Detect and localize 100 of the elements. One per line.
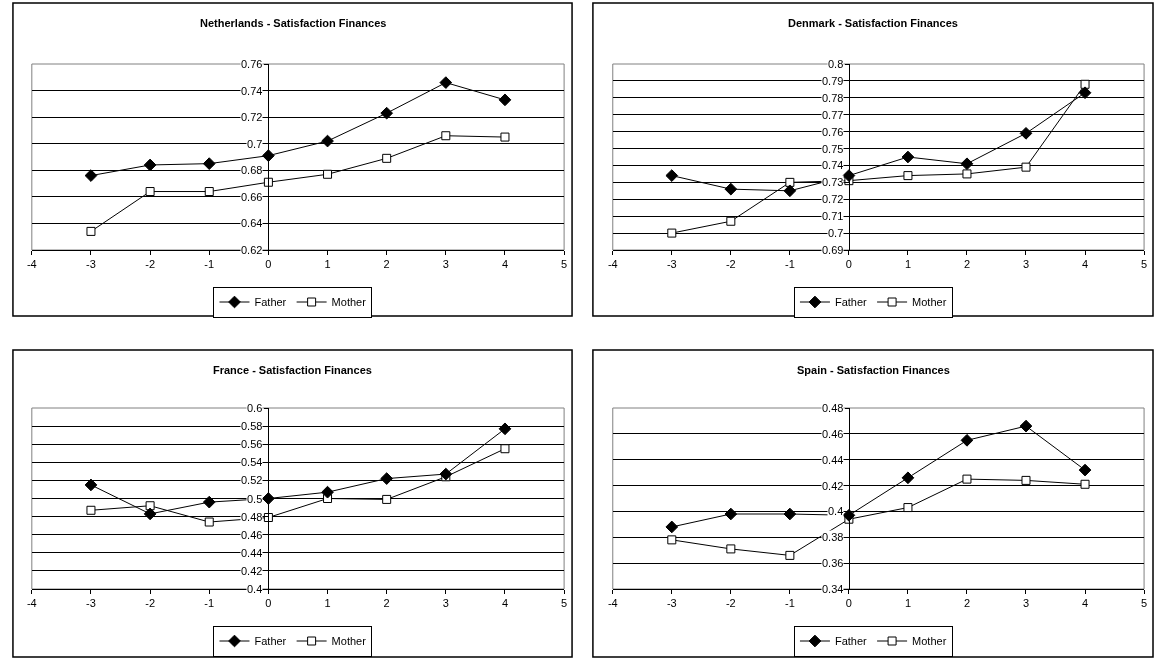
point xyxy=(1019,126,1033,140)
legend-label: Father xyxy=(254,296,287,309)
point xyxy=(901,471,915,485)
point xyxy=(667,535,677,545)
y-tick-label: 0.72 xyxy=(822,193,844,205)
y-tick-label: 0.58 xyxy=(241,420,263,432)
point xyxy=(960,157,974,171)
x-tick-label: 5 xyxy=(1141,597,1148,610)
y-tick-label: 0.76 xyxy=(822,126,844,138)
x-tick-label: -3 xyxy=(666,597,677,610)
point xyxy=(323,169,333,179)
point xyxy=(202,495,216,509)
x-tick-label: -2 xyxy=(145,597,155,610)
legend-label: Mother xyxy=(331,635,367,648)
x-tick-label: 2 xyxy=(383,258,390,271)
x-tick-label: 5 xyxy=(561,597,568,610)
x-tick-label: 4 xyxy=(1081,597,1089,610)
point xyxy=(1080,479,1090,489)
point xyxy=(145,187,155,197)
point xyxy=(84,478,98,492)
x-tick-label: 2 xyxy=(963,597,971,610)
y-tick-label: 0.48 xyxy=(822,402,844,414)
point xyxy=(382,494,392,504)
y-tick-label: 0.6 xyxy=(247,402,263,414)
x-tick-label: -2 xyxy=(725,597,736,610)
point xyxy=(204,187,214,197)
y-tick-label: 0.4 xyxy=(828,505,844,517)
x-tick-label: 0 xyxy=(845,597,852,610)
x-tick-label: -1 xyxy=(204,597,215,610)
point xyxy=(903,503,913,513)
point xyxy=(500,444,510,454)
point xyxy=(783,507,797,521)
x-tick-label: -4 xyxy=(607,258,618,271)
x-tick-label: -3 xyxy=(86,597,96,610)
y-tick-label: 0.8 xyxy=(828,58,844,70)
point xyxy=(1021,475,1031,485)
x-tick-label: 5 xyxy=(561,258,568,271)
point xyxy=(86,505,96,515)
x-tick-label: -3 xyxy=(86,258,96,271)
point xyxy=(1019,419,1033,433)
y-tick-label: 0.7 xyxy=(247,138,263,150)
point xyxy=(84,169,98,182)
point xyxy=(382,153,392,163)
y-tick-label: 0.74 xyxy=(822,159,844,171)
x-tick-label: 3 xyxy=(1022,597,1030,610)
y-tick-label: 0.79 xyxy=(822,75,844,87)
y-tick-label: 0.75 xyxy=(822,143,844,155)
y-tick-label: 0.69 xyxy=(822,244,844,256)
x-tick-label: 0 xyxy=(845,258,852,271)
x-tick-label: 2 xyxy=(963,258,971,271)
y-tick-label: 0.42 xyxy=(241,565,263,577)
point xyxy=(204,517,214,527)
point xyxy=(901,150,915,164)
point xyxy=(667,228,677,238)
y-tick-label: 0.54 xyxy=(241,456,263,468)
x-tick-label: -2 xyxy=(145,258,155,271)
y-tick-label: 0.64 xyxy=(241,217,263,229)
legend-label: Father xyxy=(834,635,868,648)
y-tick-label: 0.62 xyxy=(241,244,263,256)
x-tick-label: 4 xyxy=(1081,258,1089,271)
x-tick-label: -1 xyxy=(784,258,795,271)
y-tick-label: 0.44 xyxy=(241,547,263,559)
y-tick-label: 0.76 xyxy=(241,58,263,70)
y-tick-label: 0.4 xyxy=(247,583,263,595)
y-tick-label: 0.52 xyxy=(241,474,263,486)
y-tick-label: 0.77 xyxy=(822,109,844,121)
x-tick-label: -4 xyxy=(607,597,618,610)
point xyxy=(1078,463,1092,477)
y-tick-label: 0.46 xyxy=(241,529,263,541)
y-tick-label: 0.5 xyxy=(247,493,263,505)
y-tick-label: 0.66 xyxy=(241,191,263,203)
y-tick-label: 0.34 xyxy=(822,583,844,595)
legend-label: Mother xyxy=(912,296,947,309)
point xyxy=(498,422,512,436)
point xyxy=(724,507,738,521)
point xyxy=(903,171,913,181)
point xyxy=(441,131,451,141)
point xyxy=(321,134,334,148)
x-tick-label: -1 xyxy=(204,258,215,271)
x-tick-label: -2 xyxy=(725,258,736,271)
point xyxy=(143,507,157,521)
point xyxy=(498,93,512,107)
point xyxy=(785,550,795,560)
y-tick-label: 0.38 xyxy=(822,531,844,543)
x-tick-label: -4 xyxy=(26,258,37,271)
point xyxy=(143,158,157,172)
x-tick-label: 0 xyxy=(265,258,272,271)
x-tick-label: 4 xyxy=(501,597,509,610)
point xyxy=(1080,79,1090,89)
chart-title: France - Satisfaction Finances xyxy=(213,364,372,376)
x-tick-label: 1 xyxy=(324,597,331,610)
x-tick-label: 2 xyxy=(383,597,390,610)
point xyxy=(86,226,96,236)
point xyxy=(960,433,974,447)
point xyxy=(785,177,795,187)
x-tick-label: 3 xyxy=(442,258,449,271)
x-tick-label: -1 xyxy=(784,597,795,610)
point xyxy=(962,474,972,484)
point xyxy=(202,157,216,170)
point xyxy=(500,132,510,142)
